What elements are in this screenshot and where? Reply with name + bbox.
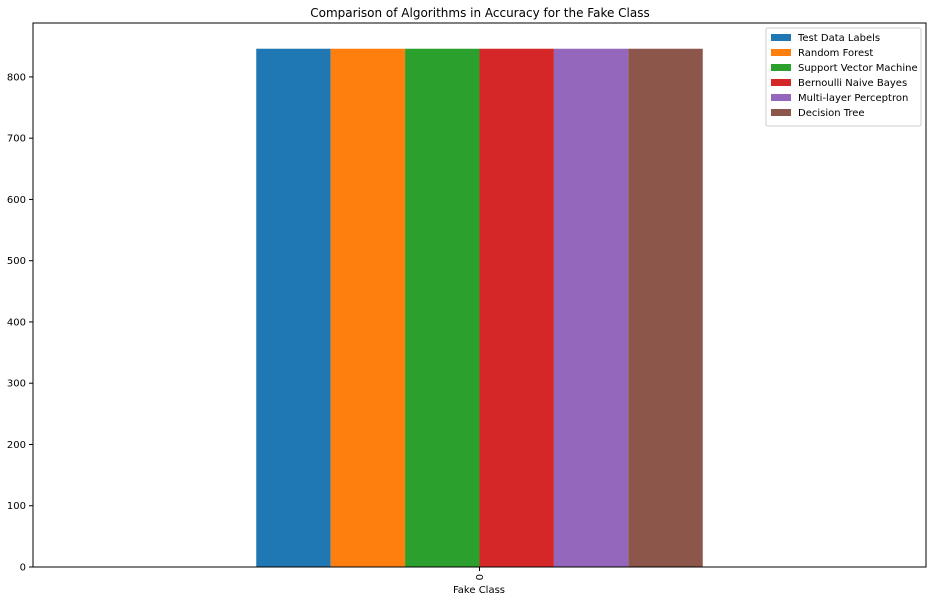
legend-entry: Bernoulli Naive Bayes: [798, 78, 907, 89]
y-tick-label: 700: [7, 134, 26, 145]
plot-frame: [32, 22, 927, 568]
x-tick-label: 0: [475, 574, 486, 580]
bar-support-vector-machine: [405, 48, 480, 567]
y-axis: 0 100 200 300 400 500 600 700 800: [7, 72, 33, 574]
legend-swatch: [771, 109, 791, 116]
y-tick-label: 200: [7, 440, 26, 451]
legend-swatch: [771, 49, 791, 56]
bar-decision-tree: [628, 48, 703, 567]
legend-swatch: [771, 94, 791, 101]
bar-test-data-labels: [256, 48, 331, 567]
legend-entry: Multi-layer Perceptron: [798, 93, 908, 104]
y-tick-label: 400: [7, 317, 26, 328]
x-axis-label: Fake Class: [453, 585, 505, 596]
y-tick-label: 500: [7, 256, 26, 267]
legend-entry: Random Forest: [798, 48, 873, 59]
legend-entry: Support Vector Machine: [798, 63, 918, 74]
y-tick-label: 0: [20, 563, 26, 574]
y-tick-label: 300: [7, 379, 26, 390]
legend-swatch: [771, 79, 791, 86]
y-tick-label: 800: [7, 72, 26, 83]
legend-frame: [765, 27, 922, 127]
bar-multi-layer-perceptron: [553, 48, 629, 567]
chart-title: Comparison of Algorithms in Accuracy for…: [310, 6, 650, 20]
legend: Test Data Labels Random Forest Support Vec…: [765, 27, 922, 127]
y-tick-label: 100: [7, 501, 26, 512]
legend-swatch: [771, 64, 791, 71]
y-tick-label: 600: [7, 195, 26, 206]
x-axis: 0: [475, 567, 486, 580]
bars-group: [256, 48, 703, 567]
legend-entry: Decision Tree: [798, 108, 865, 119]
legend-entry: Test Data Labels: [797, 33, 880, 44]
legend-swatch: [771, 34, 791, 41]
bar-random-forest: [330, 48, 406, 567]
bar-bernoulli-naive-bayes: [479, 48, 554, 567]
